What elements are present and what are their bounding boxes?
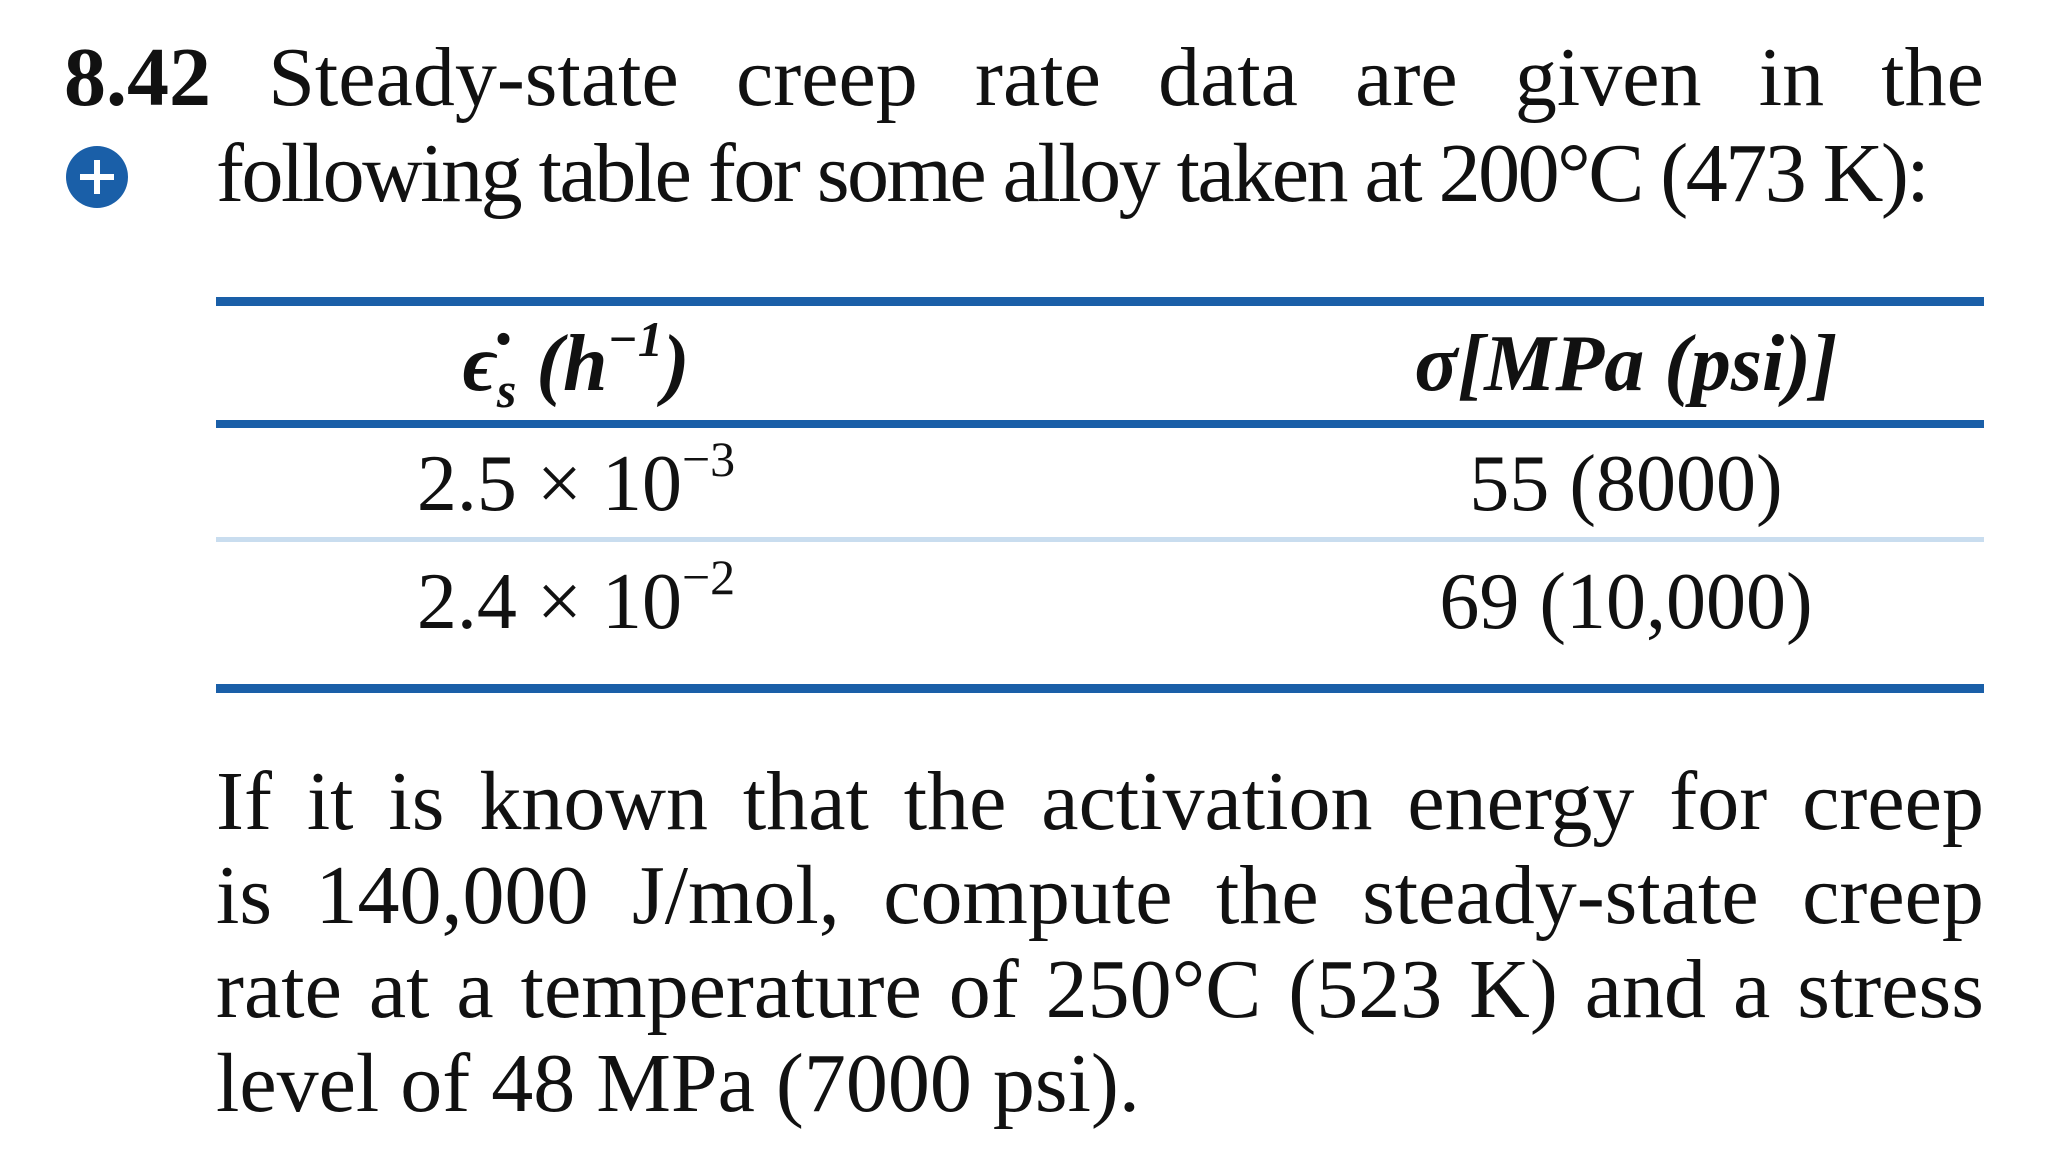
intro-line-2: following table for some alloy taken at … — [216, 127, 1930, 220]
word: and — [1584, 943, 1707, 1036]
intro-word: Steady-state — [268, 31, 679, 124]
question-text: If it is known that the activation energ… — [216, 755, 1984, 1131]
table-top-rule — [216, 297, 1984, 306]
word: 250°C — [1045, 943, 1262, 1036]
word: 140,000 — [315, 849, 589, 942]
word: of — [948, 943, 1019, 1036]
strain-exponent: −2 — [681, 549, 736, 605]
question-line-3: rate at a temperature of 250°C (523 K) a… — [216, 943, 1984, 1037]
intro-word: rate — [974, 31, 1101, 124]
intro-word: the — [1881, 31, 1984, 124]
word: stress — [1797, 943, 1984, 1036]
header-stress: σ[MPa (psi)] — [1414, 320, 1838, 408]
word: for — [1669, 755, 1768, 848]
word: the — [1215, 849, 1319, 942]
header-strain-rate: ϵ̇s (h−1) — [216, 311, 936, 435]
word: that — [742, 755, 869, 848]
intro-word: in — [1758, 31, 1825, 124]
word: is — [388, 755, 445, 848]
word: energy — [1407, 755, 1635, 848]
word: activation — [1041, 755, 1373, 848]
word: rate — [216, 943, 342, 1036]
word: steady-state — [1362, 849, 1759, 942]
word: the — [903, 755, 1007, 848]
table-cell-strain-rate: 2.4 × 10−2 — [216, 549, 936, 656]
unit-exponent: −1 — [607, 311, 663, 367]
word: (523 — [1288, 943, 1443, 1036]
epsilon-dot-symbol: ϵ̇ — [462, 320, 497, 408]
plus-circle-icon[interactable] — [64, 144, 130, 210]
question-line-4: level of 48 MPa (7000 psi). — [216, 1037, 1984, 1131]
intro-word: data — [1158, 31, 1298, 124]
word: If — [216, 755, 272, 848]
word: known — [479, 755, 709, 848]
table-header-rule — [216, 420, 1984, 428]
word: a — [456, 943, 494, 1036]
subscript-s: s — [496, 362, 517, 418]
word: J/mol, — [632, 849, 840, 942]
word: compute — [883, 849, 1173, 942]
table-row-divider — [216, 537, 1984, 542]
table-cell-stress: 55 (8000) — [1469, 440, 1783, 528]
question-line-2: is 140,000 J/mol, compute the steady-sta… — [216, 849, 1984, 943]
word: creep — [1802, 849, 1984, 942]
strain-base: 2.4 × 10 — [416, 558, 682, 646]
strain-base: 2.5 × 10 — [416, 440, 682, 528]
table-cell-stress: 69 (10,000) — [1439, 558, 1813, 646]
word: it — [306, 755, 354, 848]
creep-data-table: ϵ̇s (h−1) σ[MPa (psi)] 2.5 × 10−3 55 (80… — [216, 297, 1984, 695]
unit-close: ) — [662, 320, 690, 408]
word: temperature — [520, 943, 922, 1036]
word: creep — [1802, 755, 1984, 848]
question-last-line: level of 48 MPa (7000 psi). — [216, 1037, 1140, 1130]
table-bottom-rule — [216, 684, 1984, 693]
intro-line-1: 8.42 Steady-state creep rate data are gi… — [64, 28, 1984, 128]
word: is — [216, 849, 273, 942]
word: a — [1733, 943, 1771, 1036]
word: at — [368, 943, 430, 1036]
intro-word: are — [1355, 31, 1458, 124]
table-cell-strain-rate: 2.5 × 10−3 — [216, 431, 936, 538]
strain-exponent: −3 — [681, 431, 736, 487]
unit-open: (h — [516, 320, 608, 408]
intro-word: creep — [735, 31, 918, 124]
problem-number: 8.42 — [64, 31, 211, 124]
intro-word: given — [1514, 31, 1702, 124]
word: K) — [1469, 943, 1558, 1036]
question-line-1: If it is known that the activation energ… — [216, 755, 1984, 849]
